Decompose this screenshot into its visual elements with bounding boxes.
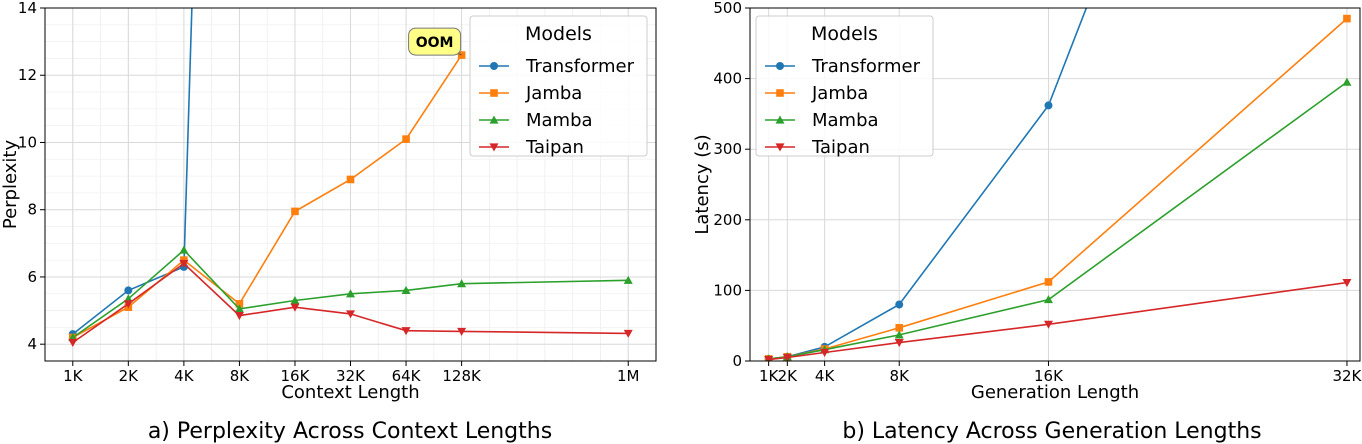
latency-chart: 1K 2K 4K 8K 16K 32K 0 100 200 300 400 500 Generation… bbox=[692, 0, 1362, 444]
data-point-transformer bbox=[895, 300, 904, 309]
legend-title: Models bbox=[525, 23, 592, 45]
series-line-taipan bbox=[768, 281, 1348, 361]
data-point-taipan bbox=[68, 338, 78, 348]
legend-label-taipan: Taipan bbox=[525, 137, 584, 158]
y-tick-label: 200 bbox=[713, 211, 742, 229]
data-point-taipan bbox=[820, 348, 830, 358]
data-point-taipan bbox=[1043, 320, 1053, 329]
legend-marker-transformer bbox=[776, 62, 784, 70]
y-tick-label: 14 bbox=[18, 0, 37, 17]
legend-marker-jamba bbox=[776, 89, 784, 97]
data-point-jamba bbox=[1044, 278, 1053, 286]
y-tick-label: 6 bbox=[27, 268, 37, 286]
data-point-transformer bbox=[124, 286, 133, 295]
x-tick-label: 16K bbox=[1034, 367, 1064, 385]
data-point-taipan bbox=[457, 327, 467, 336]
data-point-mamba bbox=[1342, 77, 1352, 86]
x-tick-label: 1K bbox=[63, 367, 84, 385]
data-point-taipan bbox=[290, 303, 300, 312]
legend-marker-mamba bbox=[489, 115, 499, 124]
series-group bbox=[68, 8, 633, 348]
y-axis-label: Perplexity bbox=[0, 140, 21, 230]
legend-marker-taipan bbox=[489, 143, 499, 152]
legend-marker-taipan bbox=[775, 143, 785, 152]
data-point-taipan bbox=[894, 339, 904, 348]
legend-marker-jamba bbox=[490, 89, 498, 97]
x-tick-label: 8K bbox=[230, 367, 251, 385]
series-group bbox=[764, 8, 1352, 361]
data-point-mamba bbox=[290, 295, 300, 305]
x-tick-label: 1M bbox=[617, 367, 640, 385]
data-point-taipan bbox=[782, 353, 792, 361]
data-point-mamba bbox=[894, 330, 904, 339]
legend-label-jamba: Jamba bbox=[811, 83, 868, 104]
x-tick-label: 32K bbox=[1332, 367, 1362, 385]
legend-label-jamba: Jamba bbox=[525, 83, 582, 104]
legend-label-transformer: Transformer bbox=[811, 56, 921, 77]
data-point-taipan bbox=[623, 329, 633, 338]
data-point-mamba bbox=[234, 304, 244, 313]
x-tick-label: 1K bbox=[759, 367, 780, 385]
x-tick-label: 4K bbox=[815, 367, 836, 385]
oom-callout-box bbox=[408, 27, 462, 56]
data-point-taipan bbox=[1342, 279, 1352, 288]
perplexity-chart: 1K 2K 4K 8K 16K 32K 64K 128K 1M 4 6 8 10 12 14 Context … bbox=[0, 0, 657, 444]
data-point-jamba bbox=[402, 135, 410, 143]
data-point-taipan bbox=[234, 312, 244, 321]
data-point-taipan bbox=[123, 300, 133, 309]
chart-caption: b) Latency Across Generation Lengths bbox=[842, 419, 1261, 444]
data-point-taipan bbox=[401, 327, 411, 336]
y-tick-label: 300 bbox=[713, 140, 742, 158]
data-point-transformer bbox=[1044, 101, 1053, 110]
legend-box bbox=[755, 15, 934, 157]
x-tick-label: 2K bbox=[778, 367, 799, 385]
legend-box bbox=[469, 15, 648, 157]
data-point-taipan bbox=[179, 259, 189, 269]
y-tick-label: 500 bbox=[713, 0, 742, 17]
y-tick-label: 400 bbox=[713, 70, 742, 88]
chart-caption: a) Perplexity Across Context Lengths bbox=[148, 419, 552, 444]
data-point-jamba bbox=[346, 175, 355, 184]
legend-label-mamba: Mamba bbox=[526, 110, 593, 131]
legend-marker-mamba bbox=[775, 115, 785, 124]
data-point-mamba bbox=[457, 279, 467, 288]
x-tick-label: 64K bbox=[392, 367, 422, 385]
data-point-mamba bbox=[346, 289, 356, 298]
data-point-taipan bbox=[764, 355, 774, 361]
x-tick-label: 128K bbox=[442, 367, 482, 385]
y-axis-label: Latency (s) bbox=[692, 134, 713, 234]
data-point-taipan bbox=[346, 310, 356, 319]
x-tick-label: 4K bbox=[174, 367, 195, 385]
y-tick-label: 10 bbox=[18, 133, 37, 151]
data-point-jamba bbox=[1343, 14, 1351, 23]
y-tick-label: 12 bbox=[18, 66, 37, 84]
data-point-jamba bbox=[291, 207, 299, 216]
legend-label-transformer: Transformer bbox=[525, 56, 635, 77]
series-line-jamba bbox=[72, 54, 463, 339]
plot-frame bbox=[749, 7, 1361, 362]
data-point-jamba bbox=[895, 324, 904, 332]
y-tick-label: 0 bbox=[732, 352, 742, 370]
legend-label-taipan: Taipan bbox=[811, 137, 870, 158]
data-point-mamba bbox=[623, 275, 633, 284]
data-point-mamba bbox=[1043, 295, 1053, 304]
data-point-mamba bbox=[179, 245, 189, 254]
y-tick-label: 4 bbox=[27, 335, 37, 353]
legend-marker-transformer bbox=[490, 62, 498, 70]
x-tick-label: 8K bbox=[890, 367, 911, 385]
legend-title: Models bbox=[811, 23, 878, 45]
series-line-transformer bbox=[72, 8, 193, 335]
y-tick-label: 100 bbox=[713, 281, 742, 299]
oom-callout-text: OOM bbox=[416, 35, 454, 51]
legend-label-mamba: Mamba bbox=[812, 110, 879, 131]
x-tick-label: 16K bbox=[280, 367, 310, 385]
x-axis-label: Context Length bbox=[281, 382, 419, 403]
data-point-mamba bbox=[401, 285, 411, 294]
x-tick-label: 2K bbox=[119, 367, 140, 385]
x-tick-label: 32K bbox=[336, 367, 366, 385]
x-axis-label: Generation Length bbox=[971, 382, 1139, 403]
data-point-jamba bbox=[235, 300, 244, 308]
y-tick-label: 8 bbox=[27, 201, 37, 219]
